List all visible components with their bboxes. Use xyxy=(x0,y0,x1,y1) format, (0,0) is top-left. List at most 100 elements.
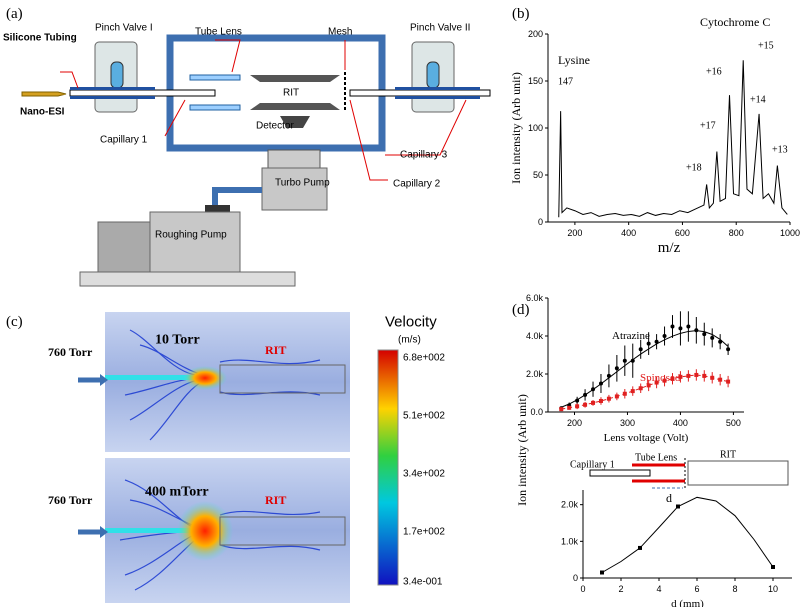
valve-piston xyxy=(110,61,124,89)
point xyxy=(686,324,691,329)
colorbar-unit: (m/s) xyxy=(398,335,421,346)
colorbar-label: 3.4e+002 xyxy=(403,469,445,480)
point xyxy=(670,376,675,381)
x-tick-label: 800 xyxy=(729,228,744,238)
panel-b: (b) Lysine Cytochrome C 147 +18 +17 +16 … xyxy=(512,6,788,174)
x-tick-label: 8 xyxy=(732,584,737,594)
point xyxy=(676,504,680,509)
point xyxy=(614,366,619,371)
y-tick-label: 1.0k xyxy=(561,536,579,546)
x-tick-label: 400 xyxy=(621,228,636,238)
tubing xyxy=(395,87,480,90)
jet xyxy=(105,528,205,533)
pressure-label: 760 Torr xyxy=(48,345,93,359)
turbo-flange xyxy=(267,149,321,171)
point xyxy=(678,326,683,331)
point xyxy=(559,407,564,412)
point xyxy=(686,373,691,378)
peak-label: +13 xyxy=(772,145,788,156)
label: Pinch Valve II xyxy=(410,23,470,34)
nano-esi xyxy=(21,91,67,97)
label: Capillary 2 xyxy=(393,179,441,190)
point xyxy=(600,570,604,575)
y-tick-label: 0.0 xyxy=(530,407,543,417)
point xyxy=(694,372,699,377)
label: Roughing Pump xyxy=(155,230,227,241)
rit-outline xyxy=(687,460,789,486)
panel-c: (c) 760 Torr 760 Torr 10 Torr 400 mTorr … xyxy=(6,312,445,603)
hose xyxy=(212,187,262,210)
point xyxy=(710,335,715,340)
point xyxy=(630,358,635,363)
series-label: Spinosad xyxy=(640,372,681,384)
point xyxy=(678,374,683,379)
colorbar-label: 6.8e+002 xyxy=(403,353,445,364)
label: Mesh xyxy=(328,27,352,38)
valve-piston xyxy=(426,61,440,89)
point xyxy=(710,375,715,380)
rit-electrode xyxy=(250,75,340,82)
pressure-label: 10 Torr xyxy=(155,333,200,348)
compound-label: Lysine xyxy=(558,53,590,67)
roughing-pump xyxy=(149,211,241,273)
x-tick-label: 300 xyxy=(620,418,635,428)
tubing xyxy=(70,96,155,99)
point xyxy=(662,378,667,383)
inset-label: d xyxy=(666,491,672,505)
base xyxy=(79,271,296,287)
panel-label: (d) xyxy=(512,302,530,318)
x-tick-label: 600 xyxy=(675,228,690,238)
colorbar-label: 3.4e-001 xyxy=(403,577,443,588)
label: Turbo Pump xyxy=(275,178,330,189)
y-tick-label: 4.0k xyxy=(526,331,544,341)
point xyxy=(702,373,707,378)
point xyxy=(583,392,588,397)
point xyxy=(654,339,659,344)
point xyxy=(598,398,603,403)
point xyxy=(614,394,619,399)
rit-outline xyxy=(219,516,346,546)
x-axis-label: Lens voltage (Volt) xyxy=(604,432,689,444)
y-axis-label: Ion intensity (Arb unit) xyxy=(515,394,529,506)
y-tick-label: 50 xyxy=(533,170,543,180)
panel-label: (c) xyxy=(6,314,23,330)
point xyxy=(606,396,611,401)
point xyxy=(622,358,627,363)
hotspot xyxy=(177,501,233,561)
point xyxy=(718,339,723,344)
x-tick-label: 10 xyxy=(768,584,778,594)
capillary xyxy=(589,469,651,477)
x-tick-label: 200 xyxy=(567,228,582,238)
panel-label: (a) xyxy=(6,6,23,22)
colorbar-title: Velocity xyxy=(385,314,437,331)
label: Capillary 3 xyxy=(400,150,448,161)
simulation-image xyxy=(105,312,350,452)
arrow-head xyxy=(100,374,108,386)
capillary xyxy=(69,89,216,97)
point xyxy=(598,381,603,386)
capillary xyxy=(349,89,491,97)
fit-curve xyxy=(561,330,729,408)
point xyxy=(662,334,667,338)
x-tick-label: 400 xyxy=(673,418,688,428)
rit-electrode xyxy=(250,103,340,110)
label: RIT xyxy=(283,88,299,99)
y-tick-label: 0 xyxy=(538,217,543,227)
point xyxy=(646,341,651,346)
motor xyxy=(97,221,151,273)
panel-d: (d) Ion intensity (Arb unit) Capillary 1… xyxy=(512,302,789,506)
fit-curve xyxy=(601,496,774,573)
point xyxy=(567,405,572,410)
x-tick-label: 2 xyxy=(618,584,623,594)
x-tick-label: 500 xyxy=(726,418,741,428)
panel-a: (a) Silicone Tubing Nano-ESI Pinch Valve… xyxy=(3,6,491,287)
y-tick-label: 2.0k xyxy=(526,369,544,379)
colorbar xyxy=(377,349,399,586)
peak-label: +17 xyxy=(700,121,716,132)
arrow-head xyxy=(100,526,108,538)
spectrum xyxy=(558,60,788,218)
point xyxy=(726,379,731,384)
pressure-label: 400 mTorr xyxy=(145,485,209,500)
compound-label: Cytochrome C xyxy=(700,15,770,29)
